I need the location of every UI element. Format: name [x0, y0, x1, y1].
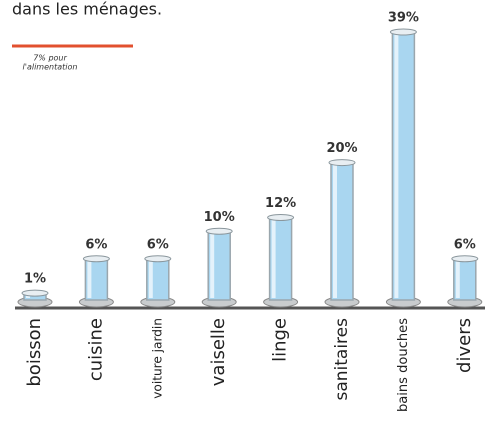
glass-highlight [394, 34, 398, 298]
value-label: 1% [24, 272, 46, 287]
cylinder-rim [329, 160, 355, 166]
category-label: linge [270, 318, 291, 362]
cylinder-rim [452, 256, 478, 262]
glass-highlight [210, 233, 214, 298]
cylinder-rim [390, 29, 416, 35]
category-label: cuisine [85, 318, 106, 381]
category-label: boisson [24, 318, 45, 387]
chart: dans les ménages. 7% pourl'alimentation 1… [0, 0, 493, 434]
category-label: voiture jardin [150, 318, 164, 399]
glass-highlight [149, 261, 153, 298]
chart-title: dans les ménages. [12, 0, 162, 19]
value-label: 6% [454, 237, 476, 252]
cylinder-rim [83, 256, 109, 262]
value-label: 6% [85, 237, 107, 252]
value-label: 20% [326, 141, 357, 156]
value-label: 10% [204, 210, 235, 225]
category-label: bains douches [396, 318, 411, 412]
glass-highlight [456, 261, 460, 298]
cylinder-rim [268, 215, 294, 221]
value-label: 12% [265, 196, 296, 211]
cylinder-rim [206, 228, 232, 234]
value-label: 6% [147, 237, 169, 252]
glass-highlight [333, 165, 337, 298]
cylinder-rim [145, 256, 171, 262]
value-label: 39% [388, 11, 419, 26]
cylinder-rim [22, 290, 48, 296]
category-label: divers [454, 318, 475, 373]
glass-highlight [87, 261, 91, 298]
glass-highlight [272, 220, 276, 298]
category-label: vaiselle [208, 318, 229, 386]
category-label: sanitaires [332, 318, 352, 401]
annotation-text: l'alimentation [23, 63, 78, 72]
annotation-text: 7% pour [33, 54, 67, 63]
